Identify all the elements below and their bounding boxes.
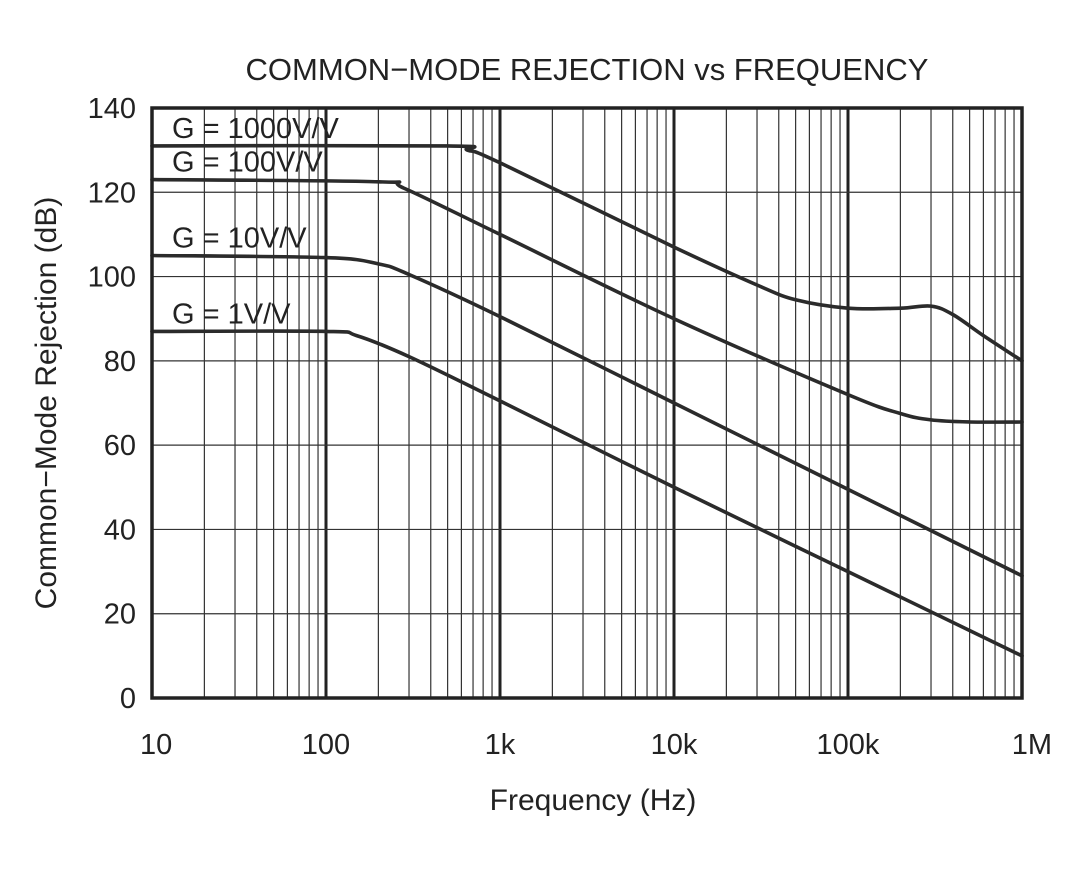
- y-tick-label: 60: [104, 430, 136, 462]
- series-line-4: [150, 329, 1024, 658]
- y-tick-label: 20: [104, 599, 136, 631]
- series-labels: G = 1000V/VG = 100V/V G = 10V/V G = 1V/V: [172, 113, 340, 330]
- x-tick-label: 10k: [651, 729, 698, 761]
- series-label-3: G = 10V/V: [172, 223, 307, 255]
- series-label-4: G = 1V/V: [172, 298, 291, 330]
- x-tick-label: 1k: [485, 729, 516, 761]
- plot-frame: [150, 106, 1024, 700]
- y-axis-label: Common−Mode Rejection (dB): [30, 197, 63, 610]
- series-label-1: G = 1000V/V: [172, 113, 340, 145]
- series-line-2: [150, 177, 1024, 424]
- x-tick-label: 100k: [817, 729, 880, 761]
- series-label-2: G = 100V/V: [172, 147, 323, 179]
- y-tick-label: 100: [88, 262, 136, 294]
- x-axis-label: Frequency (Hz): [490, 784, 697, 817]
- series-curves: [150, 143, 1024, 658]
- y-tick-label: 0: [120, 683, 136, 715]
- y-tick-label: 140: [88, 93, 136, 125]
- y-tick-labels: 0 20 40 60 80 100 120 140: [88, 93, 136, 715]
- x-tick-labels: 10 100 1k 10k 100k 1M: [140, 729, 1052, 761]
- grid: [150, 107, 1024, 699]
- x-tick-label: 100: [302, 729, 350, 761]
- series-line-3: [150, 253, 1024, 578]
- y-tick-label: 40: [104, 514, 136, 546]
- y-tick-label: 120: [88, 177, 136, 209]
- series-line-1: [150, 143, 1024, 363]
- x-tick-label: 10: [140, 729, 172, 761]
- y-tick-label: 80: [104, 346, 136, 378]
- x-tick-label: 1M: [1012, 729, 1052, 761]
- chart-title: COMMON−MODE REJECTION vs FREQUENCY: [246, 52, 929, 87]
